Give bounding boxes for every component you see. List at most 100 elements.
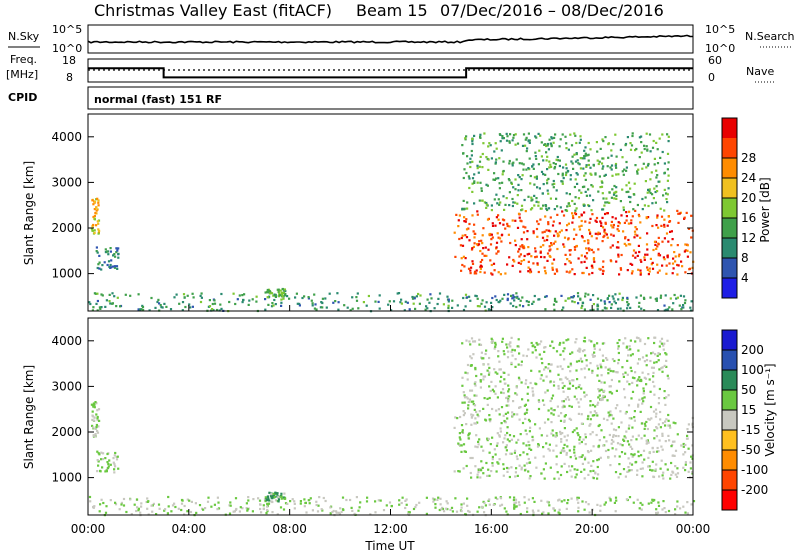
- scatter-cell: [647, 204, 650, 208]
- scatter-cell: [577, 412, 580, 415]
- scatter-cell: [671, 440, 675, 443]
- scatter-cell: [512, 304, 515, 308]
- scatter-cell: [92, 306, 95, 309]
- scatter-cell: [159, 304, 162, 307]
- scatter-cell: [506, 263, 509, 266]
- scatter-cell: [547, 223, 550, 226]
- scatter-cell: [654, 190, 657, 194]
- scatter-cell: [96, 292, 99, 295]
- scatter-cell: [583, 376, 587, 379]
- scatter-cell: [559, 419, 563, 422]
- scatter-cell: [653, 341, 656, 345]
- power-colorbar-tick-label: 20: [741, 191, 756, 205]
- velocity-colorbar-swatch: [722, 430, 737, 450]
- scatter-cell: [671, 262, 675, 265]
- scatter-cell: [487, 158, 490, 161]
- scatter-cell: [437, 496, 440, 499]
- scatter-cell: [500, 375, 503, 378]
- scatter-cell: [627, 195, 631, 198]
- scatter-cell: [674, 513, 677, 516]
- scatter-cell: [267, 502, 270, 505]
- scatter-cell: [473, 223, 476, 226]
- scatter-cell: [587, 461, 590, 464]
- scatter-cell: [505, 444, 508, 447]
- scatter-cell: [656, 214, 659, 217]
- scatter-cell: [652, 248, 655, 252]
- scatter-cell: [578, 141, 581, 144]
- scatter-cell: [627, 354, 630, 357]
- scatter-cell: [277, 290, 280, 293]
- scatter-cell: [593, 414, 596, 417]
- scatter-cell: [563, 405, 566, 408]
- scatter-cell: [581, 454, 584, 457]
- scatter-cell: [335, 511, 338, 514]
- scatter-cell: [640, 151, 643, 154]
- scatter-cell: [609, 246, 612, 249]
- scatter-cell: [259, 503, 262, 506]
- scatter-cell: [603, 395, 606, 398]
- scatter-cell: [454, 255, 457, 258]
- scatter-cell: [568, 387, 571, 390]
- scatter-cell: [503, 219, 506, 222]
- scatter-cell: [579, 167, 582, 170]
- scatter-cell: [627, 238, 630, 242]
- scatter-cell: [540, 155, 543, 158]
- scatter-cell: [461, 429, 464, 432]
- scatter-cell: [605, 197, 608, 200]
- scatter-cell: [577, 162, 580, 165]
- scatter-cell: [657, 254, 660, 257]
- scatter-cell: [107, 465, 110, 468]
- scatter-cell: [673, 454, 676, 457]
- scatter-cell: [509, 133, 512, 136]
- scatter-cell: [471, 262, 475, 265]
- scatter-cell: [461, 207, 464, 210]
- scatter-cell: [610, 422, 613, 425]
- scatter-cell: [556, 232, 559, 235]
- scatter-cell: [563, 499, 566, 502]
- scatter-cell: [633, 236, 636, 239]
- scatter-cell: [303, 498, 306, 501]
- scatter-cell: [610, 392, 614, 395]
- scatter-cell: [671, 308, 674, 311]
- scatter-cell: [328, 292, 331, 295]
- scatter-cell: [575, 427, 578, 430]
- scatter-cell: [673, 251, 676, 254]
- scatter-cell: [105, 299, 108, 302]
- scatter-cell: [690, 214, 693, 217]
- scatter-cell: [645, 243, 649, 246]
- scatter-cell: [293, 507, 296, 510]
- scatter-cell: [93, 416, 96, 419]
- scatter-cell: [552, 141, 555, 144]
- scatter-cell: [573, 454, 577, 457]
- scatter-cell: [627, 222, 630, 225]
- scatter-cell: [655, 247, 658, 250]
- scatter-cell: [434, 506, 437, 509]
- scatter-cell: [487, 373, 491, 376]
- scatter-cell: [439, 503, 442, 506]
- scatter-cell: [633, 193, 636, 196]
- scatter-cell: [644, 196, 647, 199]
- scatter-cell: [571, 465, 574, 468]
- scatter-cell: [491, 236, 494, 239]
- nave-label: Nave: [746, 65, 774, 78]
- scatter-cell: [439, 497, 442, 500]
- scatter-cell: [545, 442, 548, 445]
- scatter-cell: [618, 380, 621, 383]
- scatter-cell: [109, 302, 112, 305]
- scatter-cell: [666, 339, 669, 342]
- scatter-cell: [622, 375, 625, 378]
- scatter-cell: [690, 300, 693, 303]
- scatter-cell: [476, 446, 479, 449]
- scatter-cell: [665, 308, 668, 311]
- scatter-cell: [497, 177, 500, 180]
- scatter-cell: [508, 496, 512, 499]
- scatter-cell: [96, 299, 99, 303]
- scatter-cell: [462, 199, 465, 202]
- scatter-cell: [573, 228, 576, 231]
- scatter-cell: [649, 405, 653, 409]
- scatter-cell: [228, 504, 231, 507]
- scatter-cell: [528, 157, 531, 160]
- scatter-cell: [514, 505, 517, 508]
- scatter-cell: [122, 504, 126, 507]
- scatter-cell: [621, 298, 624, 302]
